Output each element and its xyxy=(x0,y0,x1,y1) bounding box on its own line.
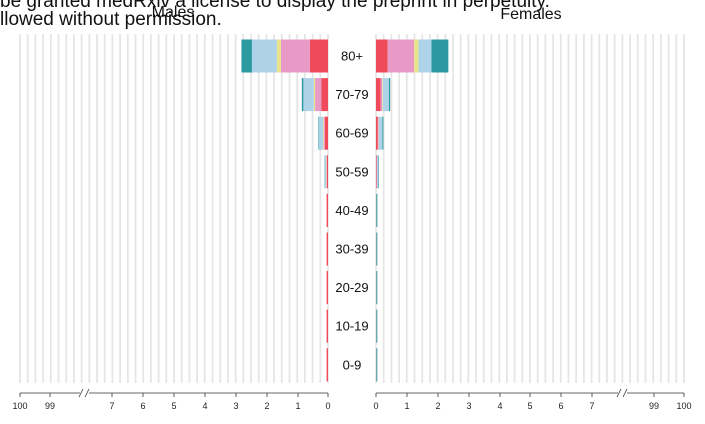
bar-female-20-29 xyxy=(376,271,378,305)
axis-break-gap xyxy=(618,390,627,396)
bar-female-80+ xyxy=(414,39,419,73)
x-tick-label: 0 xyxy=(325,401,330,411)
x-tick-label: 99 xyxy=(45,401,55,411)
grid-left xyxy=(19,34,329,383)
bar-male-80+ xyxy=(280,39,310,73)
bar-female-80+ xyxy=(418,39,432,73)
bar-female-50-59 xyxy=(376,155,377,189)
bar-male-80+ xyxy=(251,39,277,73)
bar-female-30-39 xyxy=(376,232,378,266)
axis-break-mark xyxy=(78,388,84,398)
x-tick-label: 3 xyxy=(466,401,471,411)
bar-female-70-79 xyxy=(380,78,383,112)
bar-female-80+ xyxy=(376,39,388,73)
bar-male-50-59 xyxy=(326,155,328,189)
x-tick-label: 5 xyxy=(171,401,176,411)
bar-male-70-79 xyxy=(313,78,316,112)
bar-male-30-39 xyxy=(326,232,328,266)
x-tick-label: 1 xyxy=(295,401,300,411)
x-tick-label: 2 xyxy=(264,401,269,411)
bar-male-70-79 xyxy=(315,78,322,112)
x-tick-label: 7 xyxy=(109,401,114,411)
age-label: 50-59 xyxy=(335,164,368,179)
bar-male-70-79 xyxy=(301,78,304,112)
bar-female-60-69 xyxy=(378,116,383,150)
x-tick-label: 4 xyxy=(202,401,207,411)
x-tick-label: 7 xyxy=(589,401,594,411)
bar-male-10-19 xyxy=(326,309,328,343)
x-tick-label: 100 xyxy=(12,401,27,411)
x-tick-label: 2 xyxy=(435,401,440,411)
panel-title-females: Females xyxy=(500,6,561,23)
bar-male-80+ xyxy=(309,39,328,73)
age-label: 30-39 xyxy=(335,242,368,257)
bar-female-70-79 xyxy=(388,78,391,112)
age-label: 20-29 xyxy=(335,280,368,295)
bar-female-80+ xyxy=(387,39,415,73)
bar-male-70-79 xyxy=(321,78,328,112)
bar-male-80+ xyxy=(241,39,252,73)
x-tick-label: 3 xyxy=(233,401,238,411)
age-label: 60-69 xyxy=(335,126,368,141)
age-labels: 80+ 70-79 60-69 50-59 40-49 30-39 20-29 10-19 0-… xyxy=(335,49,368,373)
bar-female-40-49 xyxy=(376,193,378,227)
grid-right xyxy=(375,34,685,383)
bar-male-60-69 xyxy=(318,116,320,150)
age-label: 10-19 xyxy=(335,319,368,334)
notice-line-2: llowed without permission. xyxy=(0,9,222,30)
bars xyxy=(241,39,449,382)
bar-male-40-49 xyxy=(326,193,328,227)
bar-male-20-29 xyxy=(326,271,328,305)
x-tick-label: 6 xyxy=(140,401,145,411)
x-tick-label: 6 xyxy=(558,401,563,411)
axis-break-mark xyxy=(616,388,622,398)
bar-male-80+ xyxy=(276,39,281,73)
bar-male-0-9 xyxy=(326,348,328,382)
x-tick-label: 99 xyxy=(649,401,659,411)
bar-female-60-69 xyxy=(377,116,379,150)
bar-female-50-59 xyxy=(378,155,379,189)
bar-male-60-69 xyxy=(323,116,324,150)
notice-line-1: be granted medRxiv a license to display … xyxy=(0,0,550,12)
age-label: 70-79 xyxy=(335,87,368,102)
bar-female-0-9 xyxy=(376,348,378,382)
axis-break-mark xyxy=(622,388,628,398)
x-tick-label: 5 xyxy=(527,401,532,411)
age-label: 0-9 xyxy=(343,357,362,372)
bar-male-70-79 xyxy=(303,78,314,112)
bar-female-80+ xyxy=(431,39,449,73)
bar-female-50-59 xyxy=(376,155,379,189)
x-tick-label: 1 xyxy=(404,401,409,411)
axes: 100 99 7 6 5 4 3 2 1 0 0 1 2 3 4 5 6 7 99 100 xyxy=(12,388,692,411)
bar-female-70-79 xyxy=(382,78,389,112)
bar-male-60-69 xyxy=(324,116,328,150)
bar-female-70-79 xyxy=(382,78,383,112)
bar-female-60-69 xyxy=(376,116,378,150)
bar-female-10-19 xyxy=(376,309,378,343)
x-tick-label: 4 xyxy=(497,401,502,411)
bar-male-60-69 xyxy=(319,116,324,150)
panel-title-males: Males xyxy=(152,4,195,21)
bar-female-70-79 xyxy=(376,78,381,112)
x-tick-label: 100 xyxy=(676,401,691,411)
bar-female-60-69 xyxy=(382,116,384,150)
axis-break-gap xyxy=(80,390,89,396)
age-label: 80+ xyxy=(341,49,363,64)
age-label: 40-49 xyxy=(335,203,368,218)
bar-male-50-59 xyxy=(324,155,327,189)
bar-male-60-69 xyxy=(323,116,325,150)
axis-break-mark xyxy=(84,388,90,398)
x-tick-label: 0 xyxy=(373,401,378,411)
